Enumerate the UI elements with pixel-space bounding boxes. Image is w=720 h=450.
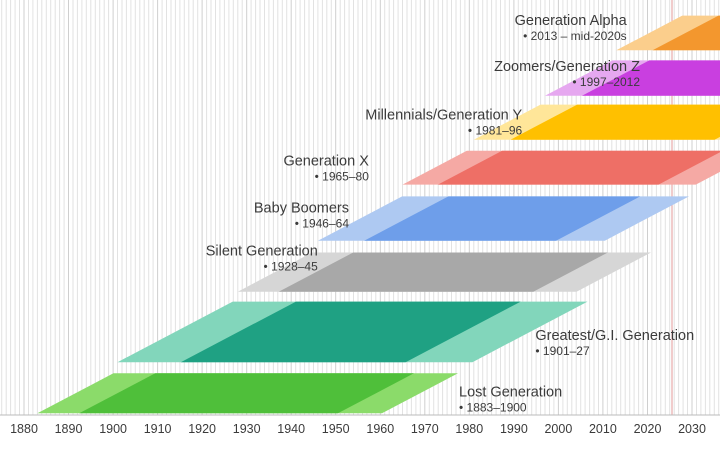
svg-text:Baby Boomers: Baby Boomers bbox=[254, 201, 349, 217]
svg-text:• 2013 – mid-2020s: • 2013 – mid-2020s bbox=[523, 29, 627, 43]
svg-text:Millennials/Generation Y: Millennials/Generation Y bbox=[365, 108, 522, 124]
svg-text:• 1901–27: • 1901–27 bbox=[535, 344, 590, 358]
svg-text:• 1946–64: • 1946–64 bbox=[295, 217, 350, 231]
svg-text:1900: 1900 bbox=[99, 422, 127, 436]
svg-text:2020: 2020 bbox=[634, 422, 662, 436]
svg-text:1880: 1880 bbox=[10, 422, 38, 436]
svg-text:• 1965–80: • 1965–80 bbox=[315, 169, 370, 183]
svg-text:1980: 1980 bbox=[455, 422, 483, 436]
svg-text:1940: 1940 bbox=[277, 422, 305, 436]
svg-text:• 1883–1900: • 1883–1900 bbox=[459, 400, 527, 414]
svg-text:• 1997–2012: • 1997–2012 bbox=[572, 75, 640, 89]
svg-text:2010: 2010 bbox=[589, 422, 617, 436]
svg-text:Greatest/G.I. Generation: Greatest/G.I. Generation bbox=[535, 328, 694, 344]
svg-text:1950: 1950 bbox=[322, 422, 350, 436]
svg-text:1970: 1970 bbox=[411, 422, 439, 436]
svg-text:Zoomers/Generation Z: Zoomers/Generation Z bbox=[494, 59, 640, 75]
svg-text:2000: 2000 bbox=[544, 422, 572, 436]
svg-text:1920: 1920 bbox=[188, 422, 216, 436]
svg-text:Generation X: Generation X bbox=[283, 153, 369, 169]
svg-text:1960: 1960 bbox=[366, 422, 394, 436]
svg-text:• 1981–96: • 1981–96 bbox=[468, 124, 523, 138]
svg-text:1990: 1990 bbox=[500, 422, 528, 436]
svg-text:• 1928–45: • 1928–45 bbox=[264, 259, 319, 273]
svg-text:2030: 2030 bbox=[678, 422, 706, 436]
svg-text:1890: 1890 bbox=[55, 422, 83, 436]
svg-text:1930: 1930 bbox=[233, 422, 261, 436]
svg-text:1910: 1910 bbox=[144, 422, 172, 436]
svg-text:Generation Alpha: Generation Alpha bbox=[515, 13, 628, 29]
svg-text:Silent Generation: Silent Generation bbox=[206, 243, 318, 259]
svg-text:Lost Generation: Lost Generation bbox=[459, 384, 562, 400]
